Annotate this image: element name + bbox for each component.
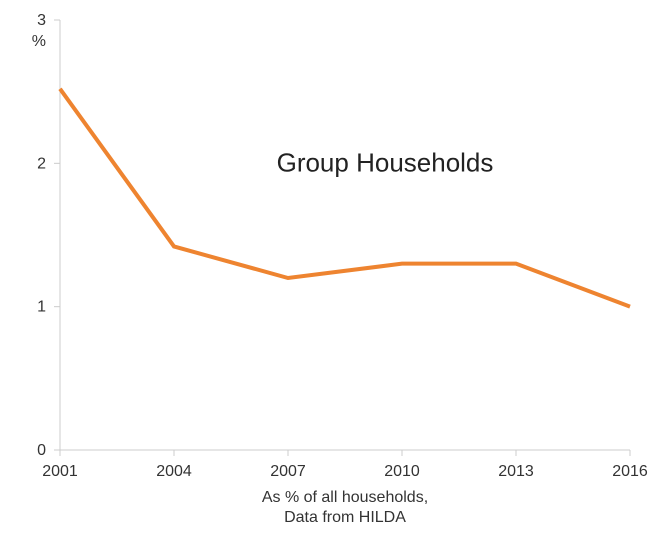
y-tick-label: 0 [37,442,46,459]
x-tick-label: 2004 [156,463,192,480]
x-tick-label: 2016 [612,463,648,480]
group-households-chart: 0 1 2 3% 2001 2004 2007 2010 2013 2016 Group House… [0,0,650,543]
chart-caption-line-2: Data from HILDA [284,509,406,526]
unit-label: % [32,33,46,50]
x-tick-label: 2001 [42,463,78,480]
chart-svg: 0 1 2 3% 2001 2004 2007 2010 2013 2016 Group House… [0,0,650,543]
y-tick-label: 1 [37,299,46,316]
y-tick-label: 3 [37,12,46,29]
x-tick-label: 2010 [384,463,420,480]
x-tick-label: 2007 [270,463,306,480]
y-tick-label: 2 [37,155,46,172]
chart-title: Group Households [277,147,494,177]
chart-caption-line-1: As % of all households, [262,489,428,506]
x-tick-label: 2013 [498,463,534,480]
